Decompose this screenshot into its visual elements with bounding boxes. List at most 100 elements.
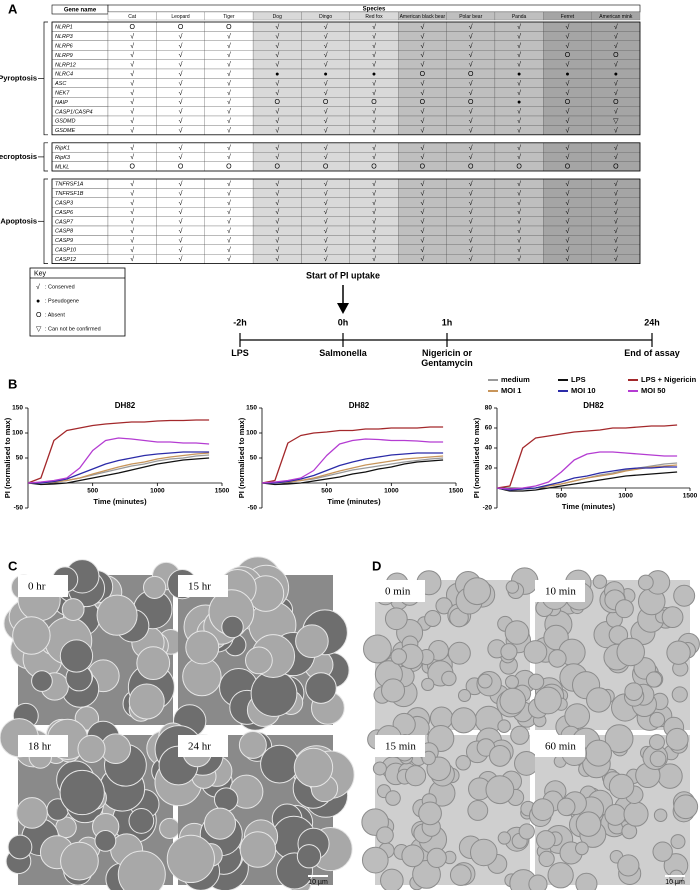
cell-symbol: O bbox=[226, 164, 232, 171]
cell-symbol: √ bbox=[469, 89, 473, 97]
cell-symbol: √ bbox=[372, 61, 376, 69]
gene-name: GSDMD bbox=[55, 119, 76, 125]
cell-symbol: √ bbox=[566, 32, 570, 40]
cell-symbol: √ bbox=[275, 108, 279, 116]
cell-symbol: O bbox=[565, 52, 571, 59]
cell-symbol: ▽ bbox=[613, 118, 619, 125]
cell-shape bbox=[203, 807, 237, 840]
cell-symbol: √ bbox=[566, 227, 570, 235]
cell-symbol: √ bbox=[614, 199, 618, 207]
cell-symbol: √ bbox=[324, 227, 328, 235]
cell-symbol: ● bbox=[565, 71, 569, 78]
cell-shape bbox=[467, 800, 489, 821]
cell-shape bbox=[305, 672, 337, 704]
species-header: Species bbox=[363, 6, 386, 12]
cell-symbol: √ bbox=[324, 218, 328, 226]
cell-symbol: √ bbox=[324, 126, 328, 134]
cell-shape bbox=[497, 831, 512, 845]
cell-symbol: O bbox=[613, 99, 619, 106]
key-title: Key bbox=[34, 270, 47, 277]
cell-symbol: √ bbox=[324, 108, 328, 116]
cell-symbol: √ bbox=[372, 126, 376, 134]
cell-shape bbox=[505, 674, 519, 689]
image-label: 60 min bbox=[545, 741, 576, 753]
cell-symbol: √ bbox=[372, 89, 376, 97]
cell-symbol: √ bbox=[614, 218, 618, 226]
cell-shape bbox=[361, 846, 389, 874]
gene-header: Gene name bbox=[64, 8, 97, 14]
micrograph: 0 hr bbox=[3, 559, 184, 731]
image-label: 15 hr bbox=[188, 581, 211, 593]
cell-symbol: √ bbox=[469, 117, 473, 125]
y-tick-label: 100 bbox=[246, 430, 257, 437]
x-tick-label: 1000 bbox=[618, 493, 633, 500]
cell-symbol: √ bbox=[517, 61, 521, 69]
cell-symbol: √ bbox=[372, 117, 376, 125]
cell-symbol: √ bbox=[372, 255, 376, 263]
cell-symbol: √ bbox=[324, 153, 328, 161]
cell-shape bbox=[584, 739, 612, 767]
cell-shape bbox=[463, 577, 492, 606]
arrow-head bbox=[337, 303, 349, 314]
cell-symbol: √ bbox=[179, 218, 183, 226]
cell-shape bbox=[185, 630, 220, 665]
timeline-label: Nigericin or Gentamycin bbox=[421, 348, 473, 368]
cell-symbol: √ bbox=[227, 180, 231, 188]
cell-symbol: √ bbox=[179, 189, 183, 197]
cell-symbol: √ bbox=[130, 199, 134, 207]
species-name: American mink bbox=[599, 14, 633, 20]
gene-name: CASP3 bbox=[55, 200, 74, 206]
cell-shape bbox=[557, 797, 576, 817]
cell-symbol: √ bbox=[614, 208, 618, 216]
gene-name: GSDME bbox=[55, 128, 76, 134]
gene-name: NLRP6 bbox=[55, 43, 74, 49]
cell-symbol: √ bbox=[324, 199, 328, 207]
cell-symbol: √ bbox=[372, 208, 376, 216]
cell-symbol: √ bbox=[275, 218, 279, 226]
image-label: 18 hr bbox=[28, 741, 51, 753]
cell-symbol: √ bbox=[614, 108, 618, 116]
cell-symbol: √ bbox=[130, 108, 134, 116]
cell-shape bbox=[7, 834, 33, 860]
cell-symbol: √ bbox=[275, 126, 279, 134]
x-axis-label: Time (minutes) bbox=[562, 502, 616, 511]
cell-symbol: √ bbox=[614, 61, 618, 69]
cell-symbol: √ bbox=[130, 227, 134, 235]
cell-shape bbox=[592, 574, 608, 589]
image-label-box bbox=[535, 580, 585, 602]
cell-shape bbox=[94, 829, 117, 852]
cell-symbol: √ bbox=[517, 208, 521, 216]
y-tick-label: 50 bbox=[16, 455, 24, 462]
cell-symbol: √ bbox=[324, 236, 328, 244]
cell-symbol: √ bbox=[566, 180, 570, 188]
gene-name: RipK1 bbox=[55, 145, 70, 151]
cell-shape bbox=[447, 641, 471, 665]
cell-symbol: √ bbox=[324, 208, 328, 216]
cell-symbol: √ bbox=[179, 42, 183, 50]
cell-symbol: √ bbox=[420, 61, 424, 69]
image-label: 10 min bbox=[545, 586, 576, 598]
cell-symbol: √ bbox=[469, 108, 473, 116]
cell-symbol: √ bbox=[130, 246, 134, 254]
gene-name: ASC bbox=[54, 81, 66, 87]
image-label-box bbox=[18, 575, 68, 597]
cell-symbol: √ bbox=[130, 61, 134, 69]
cell-symbol: √ bbox=[372, 79, 376, 87]
cell-symbol: √ bbox=[517, 255, 521, 263]
cell-symbol: √ bbox=[227, 208, 231, 216]
cell-shape bbox=[295, 624, 329, 658]
group-bracket bbox=[43, 142, 48, 172]
key-symbol: ▽ bbox=[36, 326, 42, 333]
cell-symbol: ● bbox=[324, 71, 328, 78]
cell-shape bbox=[390, 648, 407, 665]
y-tick-label: 60 bbox=[485, 425, 493, 432]
group-name: Apoptosis bbox=[0, 216, 37, 225]
cell-shape bbox=[527, 673, 545, 690]
cell-shape bbox=[296, 844, 322, 869]
cell-shape bbox=[575, 811, 602, 837]
cell-shape bbox=[424, 610, 442, 627]
y-tick-label: 150 bbox=[246, 405, 257, 412]
cell-shape bbox=[293, 747, 334, 788]
cell-shape bbox=[128, 683, 165, 720]
cell-symbol: √ bbox=[469, 42, 473, 50]
